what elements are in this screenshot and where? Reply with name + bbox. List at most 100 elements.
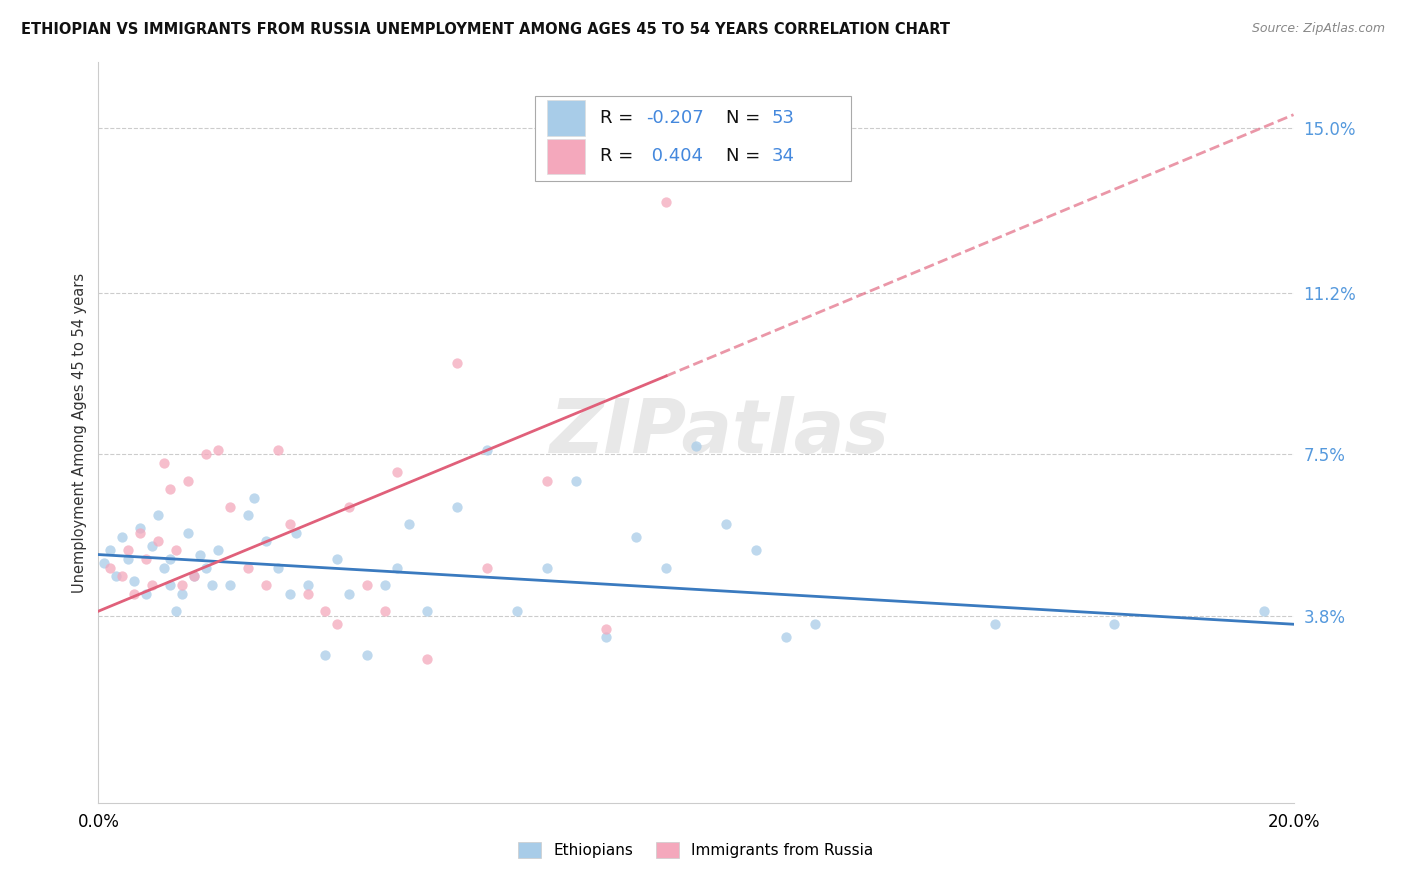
- Point: [148, 534, 170, 549]
- Point: [374, 578, 396, 592]
- Point: [236, 560, 259, 574]
- Point: [105, 569, 128, 583]
- Point: [165, 604, 187, 618]
- Point: [745, 543, 768, 558]
- Point: [385, 560, 409, 574]
- Point: [339, 500, 361, 514]
- Point: [595, 622, 617, 636]
- Point: [685, 439, 707, 453]
- Point: [135, 552, 157, 566]
- Text: -0.207: -0.207: [645, 109, 703, 127]
- Point: [536, 474, 558, 488]
- Point: [254, 534, 277, 549]
- Point: [595, 630, 617, 644]
- Point: [111, 569, 134, 583]
- Point: [506, 604, 529, 618]
- Point: [177, 474, 200, 488]
- Point: [129, 521, 152, 535]
- Point: [98, 543, 122, 558]
- Point: [267, 443, 290, 458]
- Point: [159, 482, 181, 496]
- Point: [124, 574, 146, 588]
- Point: [398, 517, 420, 532]
- Text: ZIPatlas: ZIPatlas: [550, 396, 890, 469]
- Point: [536, 560, 558, 574]
- Text: N =: N =: [725, 109, 766, 127]
- Point: [315, 604, 337, 618]
- Point: [284, 525, 307, 540]
- Point: [278, 517, 301, 532]
- Point: [141, 539, 163, 553]
- Point: [339, 587, 361, 601]
- Point: [159, 578, 181, 592]
- Point: [356, 648, 378, 662]
- Point: [201, 578, 224, 592]
- Point: [177, 525, 200, 540]
- Point: [655, 194, 678, 209]
- Text: R =: R =: [600, 147, 640, 165]
- Point: [243, 491, 266, 505]
- Point: [714, 517, 737, 532]
- Point: [775, 630, 797, 644]
- Point: [172, 587, 194, 601]
- Point: [153, 456, 176, 470]
- Point: [219, 578, 242, 592]
- Point: [278, 587, 301, 601]
- Point: [315, 648, 337, 662]
- Text: 34: 34: [772, 147, 794, 165]
- FancyBboxPatch shape: [547, 100, 585, 136]
- Point: [195, 447, 218, 461]
- Point: [254, 578, 277, 592]
- Text: 0.404: 0.404: [645, 147, 703, 165]
- Point: [183, 569, 205, 583]
- Legend: Ethiopians, Immigrants from Russia: Ethiopians, Immigrants from Russia: [519, 842, 873, 858]
- Point: [655, 560, 678, 574]
- Point: [141, 578, 163, 592]
- Point: [374, 604, 396, 618]
- Point: [117, 552, 139, 566]
- Point: [148, 508, 170, 523]
- Point: [98, 560, 122, 574]
- Point: [135, 587, 157, 601]
- Point: [475, 560, 498, 574]
- Point: [326, 617, 349, 632]
- Point: [1253, 604, 1275, 618]
- Point: [183, 569, 205, 583]
- Point: [111, 530, 134, 544]
- Point: [626, 530, 648, 544]
- Point: [195, 560, 218, 574]
- Point: [1104, 617, 1126, 632]
- FancyBboxPatch shape: [547, 138, 585, 174]
- Point: [416, 604, 439, 618]
- Point: [188, 548, 211, 562]
- Point: [984, 617, 1007, 632]
- Text: N =: N =: [725, 147, 766, 165]
- Point: [172, 578, 194, 592]
- Point: [297, 578, 319, 592]
- Point: [356, 578, 378, 592]
- Point: [326, 552, 349, 566]
- Point: [446, 500, 468, 514]
- Point: [93, 556, 115, 570]
- Text: 53: 53: [772, 109, 794, 127]
- Point: [207, 543, 229, 558]
- Point: [124, 587, 146, 601]
- Point: [416, 652, 439, 666]
- Point: [297, 587, 319, 601]
- Point: [475, 443, 498, 458]
- Point: [267, 560, 290, 574]
- Text: Source: ZipAtlas.com: Source: ZipAtlas.com: [1251, 22, 1385, 36]
- FancyBboxPatch shape: [534, 95, 852, 181]
- Point: [446, 356, 468, 370]
- Point: [236, 508, 259, 523]
- Point: [129, 525, 152, 540]
- Point: [207, 443, 229, 458]
- Point: [565, 474, 588, 488]
- Point: [159, 552, 181, 566]
- Point: [153, 560, 176, 574]
- Point: [219, 500, 242, 514]
- Point: [804, 617, 827, 632]
- Text: R =: R =: [600, 109, 640, 127]
- Point: [165, 543, 187, 558]
- Y-axis label: Unemployment Among Ages 45 to 54 years: Unemployment Among Ages 45 to 54 years: [72, 273, 87, 592]
